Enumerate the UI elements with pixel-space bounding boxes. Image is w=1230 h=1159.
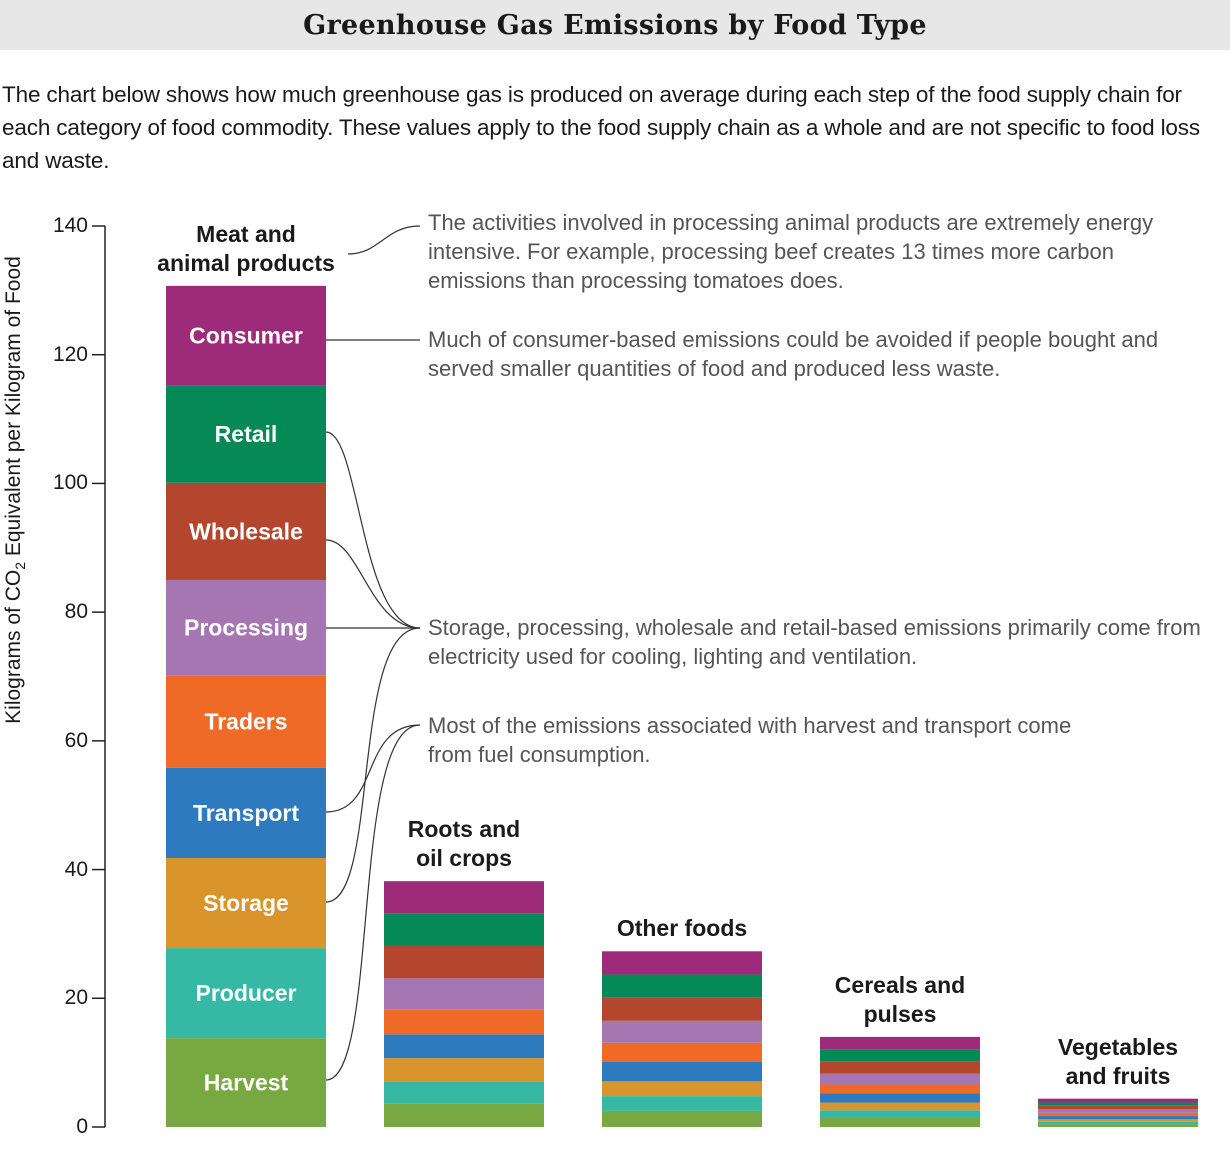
bar-segment-wholesale [166,482,326,580]
bar-segment-traders [820,1084,980,1094]
connector-transport [325,724,421,813]
bar-segment-wholesale [384,945,544,979]
category-label-line: and fruits [1065,1062,1171,1089]
connector-storage [325,627,421,903]
bar-segment-consumer [1038,1098,1198,1103]
bar-segment-wholesale [602,997,762,1021]
bar-segment-wholesale [820,1061,980,1074]
bar-segment-harvest [166,1038,326,1127]
annotation-consumer: Much of consumer-based emissions could b… [428,327,1159,381]
bar-segment-processing [820,1073,980,1085]
segment-label-consumer: Consumer [189,323,303,349]
bar-segment-transport [166,767,326,858]
connector-harvest [325,724,421,1081]
bar-segment-retail [166,385,326,483]
bar-segment-producer [602,1096,762,1111]
y-tick-label: 120 [52,342,88,366]
connector-wholesale [325,539,421,629]
bar-segment-processing [602,1020,762,1043]
bar-segment-storage [1038,1119,1198,1122]
bar-segment-consumer [166,285,326,386]
bar-segment-transport [384,1034,544,1059]
category-label: Vegetables and fruits [1058,1033,1178,1091]
category-label: Roots and oil crops [408,815,520,873]
bar-segment-harvest [602,1110,762,1127]
segment-label-storage: Storage [203,890,289,916]
bar-segment-traders [1038,1112,1198,1117]
bar-segment-retail [820,1049,980,1062]
bar-segment-traders [166,675,326,768]
y-tick-label: 0 [76,1115,88,1138]
bar-segment-transport [602,1061,762,1082]
bar-segment-storage [166,857,326,949]
bar-segment-producer [820,1110,980,1118]
bar-segment-storage [820,1102,980,1111]
segment-label-processing: Processing [184,615,308,641]
category-label-line: animal products [157,249,335,276]
bar-segment-consumer [384,881,544,914]
y-tick-label: 80 [64,600,88,624]
y-tick-label: 20 [64,986,88,1010]
annotation-processing-animal: The activities involved in processing an… [428,210,1154,293]
segment-label-traders: Traders [204,709,287,735]
y-tick-label: 60 [64,728,88,752]
category-label: Meat and animal products [157,220,335,278]
bar-segment-producer [384,1081,544,1104]
category-label-line: Cereals and [834,971,966,998]
bar-segment-harvest [820,1117,980,1127]
title-bar [0,0,1230,50]
segment-label-retail: Retail [215,421,278,447]
bar-segment-wholesale [1038,1105,1198,1109]
bar-segment-retail [384,913,544,946]
category-label-line: pulses [863,1000,937,1027]
connector-meat [347,225,421,255]
segment-label-transport: Transport [193,800,299,826]
annotation-storage: Storage, processing, wholesale and retai… [428,615,1201,669]
bar-segment-transport [1038,1116,1198,1120]
bar-segment-consumer [820,1036,980,1050]
connector-retail [325,431,421,629]
segment-label-harvest: Harvest [204,1070,289,1096]
category-label-line: Other foods [616,915,748,942]
category-label-line: Vegetables [1057,1033,1179,1060]
bar-segment-processing [384,978,544,1010]
bar-segment-processing [166,579,326,676]
category-label-line: oil crops [416,845,512,872]
category-label-line: Meat and [196,220,296,247]
bar-segment-transport [820,1093,980,1103]
bar-segment-traders [602,1042,762,1062]
bar-segment-storage [602,1081,762,1097]
chart-title: Greenhouse Gas Emissions by Food Type [303,10,927,41]
category-label: Other foods [617,914,747,943]
bar-segment-traders [384,1009,544,1035]
bar-segment-harvest [384,1103,544,1127]
bar-segment-producer [166,948,326,1039]
bar-segment-retail [1038,1102,1198,1106]
bar-segment-retail [602,974,762,998]
y-tick-label: 40 [64,857,88,881]
category-label: Cereals and pulses [835,971,965,1029]
bar-segment-producer [1038,1121,1198,1125]
bar-segment-harvest [1038,1124,1198,1127]
category-label-line: Roots and [407,816,521,843]
annotation-harvest-transport: Most of the emissions associated with ha… [428,713,1072,767]
bar-segment-processing [1038,1108,1198,1113]
y-tick-label: 140 [52,214,88,237]
segment-label-wholesale: Wholesale [189,518,303,544]
y-tick-label: 100 [52,471,88,495]
bar-segment-consumer [602,951,762,975]
bar-segment-storage [384,1058,544,1082]
intro-text: The chart below shows how much greenhous… [2,82,1200,173]
segment-label-producer: Producer [196,980,297,1006]
